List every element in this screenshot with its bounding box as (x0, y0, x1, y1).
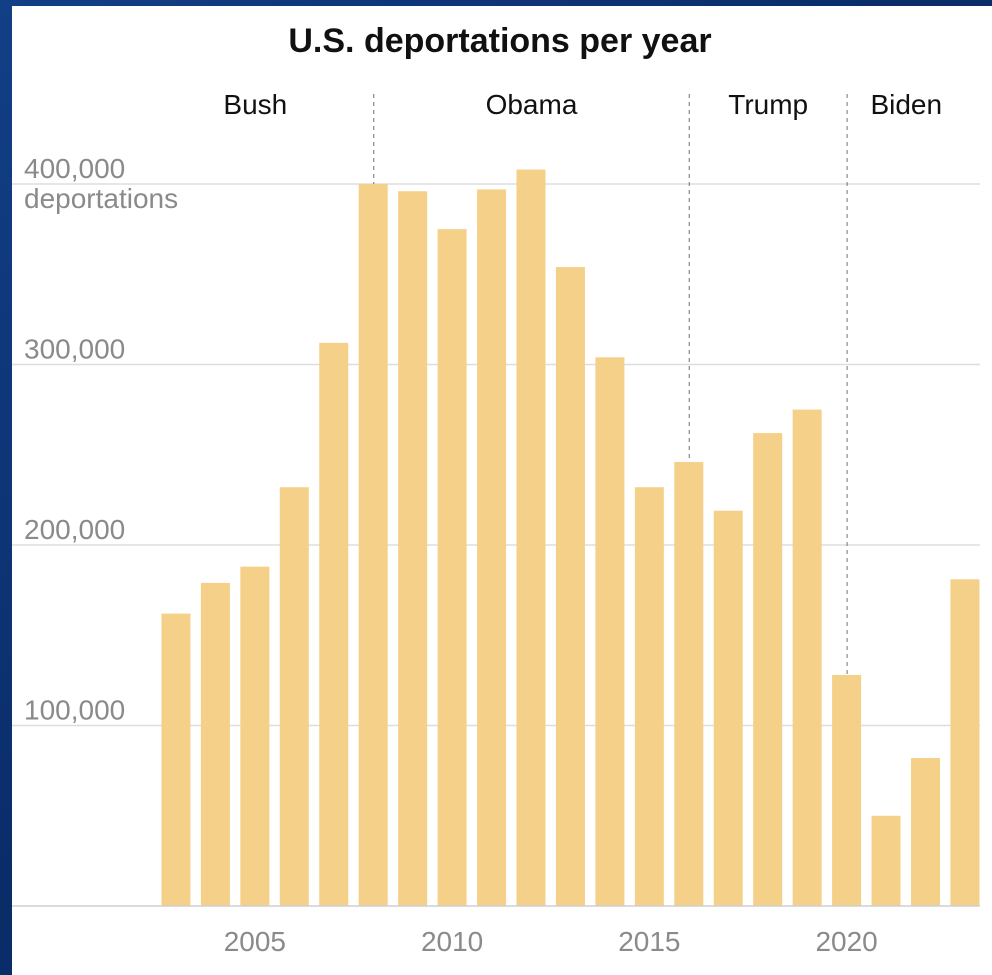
bars (161, 169, 980, 907)
era-label: Bush (223, 89, 287, 120)
bar-2009 (398, 191, 428, 907)
chart-panel: U.S. deportations per year 100,000 200,00… (12, 6, 992, 975)
y-unit-label: deportations (24, 183, 178, 214)
bar-2019 (792, 409, 822, 906)
era-label: Biden (870, 89, 942, 120)
bar-2010 (437, 229, 467, 906)
deportations-bar-chart: U.S. deportations per year 100,000 200,00… (12, 22, 980, 957)
bar-2018 (753, 433, 783, 906)
x-tick-label: 2015 (618, 926, 680, 957)
x-tick-label: 2020 (815, 926, 877, 957)
bar-2003 (161, 613, 191, 906)
bar-2006 (279, 487, 309, 906)
bar-2008 (358, 184, 388, 906)
y-tick-label: 100,000 (24, 695, 125, 726)
x-tick-label: 2010 (421, 926, 483, 957)
x-tick-label: 2005 (224, 926, 286, 957)
bar-2011 (477, 189, 507, 907)
bar-2023 (950, 579, 980, 906)
bar-2022 (911, 757, 940, 906)
bar-2020 (832, 674, 862, 906)
bar-2016 (674, 461, 704, 906)
y-tick-label: 200,000 (24, 514, 125, 545)
bar-2007 (319, 342, 349, 907)
bar-2005 (240, 566, 270, 906)
bar-2012 (516, 169, 546, 906)
bar-2013 (555, 267, 585, 906)
bar-2014 (595, 357, 625, 906)
era-label: Obama (486, 89, 578, 120)
bar-2017 (713, 510, 743, 906)
chart-title: U.S. deportations per year (288, 22, 711, 60)
bar-2021 (871, 815, 901, 906)
y-tick-label: 400,000 (24, 153, 125, 184)
bar-2004 (200, 582, 230, 906)
bar-2015 (634, 487, 664, 906)
labels: 100,000 200,000 300,000 400,000deportations… (24, 89, 942, 957)
y-tick-label: 300,000 (24, 334, 125, 365)
era-label: Trump (728, 89, 808, 120)
